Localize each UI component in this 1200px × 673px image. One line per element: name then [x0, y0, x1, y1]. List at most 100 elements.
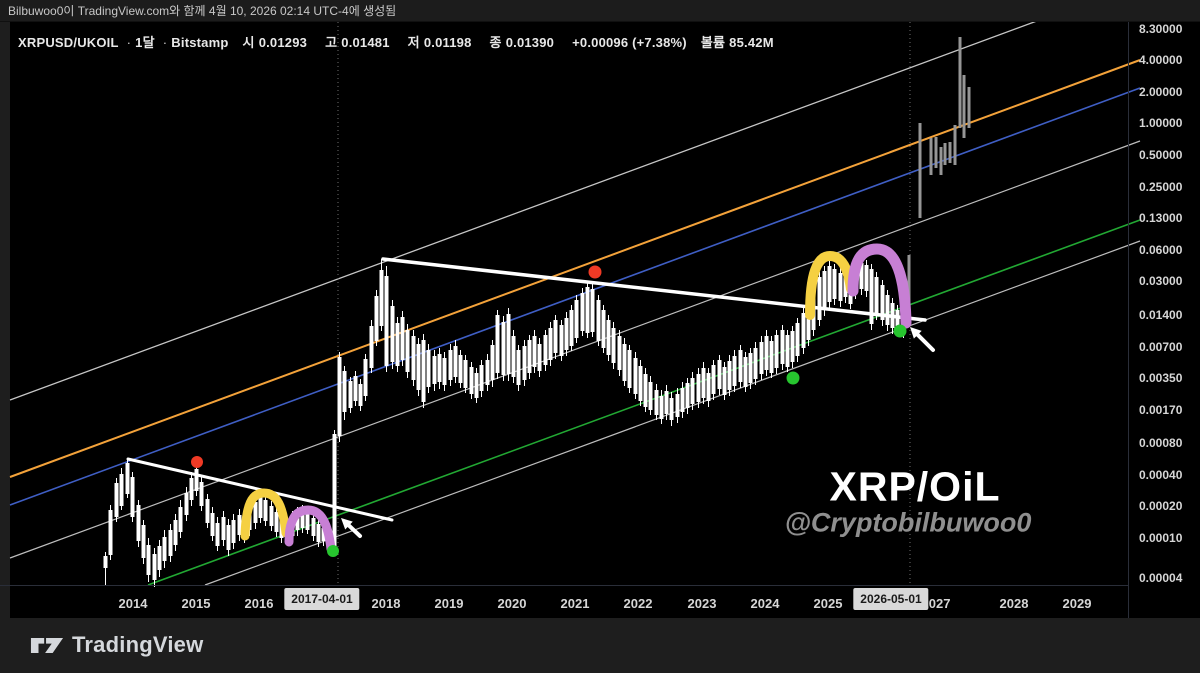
- candle-body: [801, 313, 806, 348]
- yellow-arch-2024[interactable]: [805, 250, 856, 320]
- candle-body: [146, 545, 151, 575]
- year-label-2021: 2021: [560, 596, 590, 611]
- candle-body: [130, 477, 135, 517]
- candle-body: [474, 373, 479, 398]
- candle-body: [764, 336, 769, 370]
- candle-body: [395, 323, 400, 366]
- candle-body: [157, 546, 162, 570]
- resistance-2018-2025[interactable]: [381, 257, 927, 322]
- year-label-2027: 2027: [921, 596, 951, 611]
- year-label-2023: 2023: [687, 596, 717, 611]
- candle-body: [479, 365, 484, 391]
- candle-body: [585, 287, 590, 333]
- candle-body: [152, 554, 157, 580]
- candle-body: [469, 367, 474, 394]
- candle-body: [390, 306, 395, 362]
- candle-body: [580, 293, 585, 331]
- candle-body: [817, 277, 822, 320]
- candle-body: [353, 376, 358, 401]
- candle-body: [295, 512, 300, 530]
- date-marker-2026-05-01: 2026-05-01: [853, 588, 929, 610]
- candle-body: [806, 300, 811, 340]
- candle-body: [790, 331, 795, 362]
- projected-bar: [934, 137, 938, 168]
- candle-body: [119, 474, 124, 506]
- channel-line-orange[interactable]: [9, 59, 1141, 478]
- exchange-label: Bitstamp: [171, 35, 229, 50]
- candle-body: [490, 345, 495, 380]
- candle-body: [727, 361, 732, 390]
- candle-body: [606, 320, 611, 355]
- time-axis[interactable]: 2014 2015 2016 2018 2019 2020 2021 2022 2023 2024…: [0, 22, 1200, 618]
- year-label-2022: 2022: [623, 596, 653, 611]
- candle-body: [311, 518, 316, 536]
- candle-body: [416, 344, 421, 390]
- candle-body: [701, 368, 706, 398]
- low-field: 저 0.01198: [407, 35, 472, 50]
- breakout-arrow-2026-head: [910, 327, 922, 339]
- price-chart-canvas[interactable]: [0, 22, 1200, 618]
- volume-field: 볼륨 85.42M: [700, 35, 774, 50]
- candle-body: [258, 497, 263, 518]
- candle-body: [601, 310, 606, 348]
- trendlines-layer: [126, 243, 935, 557]
- candle-body: [654, 390, 659, 415]
- candle-body: [569, 310, 574, 346]
- chart-region[interactable]: XRPUSD/UKOIL · 1달 · Bitstamp 시 0.01293 고 0.01481…: [0, 22, 1200, 618]
- candle-body: [501, 322, 506, 375]
- candle-body: [337, 357, 342, 436]
- candle-body: [537, 344, 542, 371]
- candle-body: [574, 300, 579, 338]
- interval-label[interactable]: 1달: [135, 35, 155, 50]
- channel-line-blue[interactable]: [9, 87, 1141, 506]
- candle-body: [374, 296, 379, 341]
- candle-body: [300, 510, 305, 528]
- red-dot-2015-top[interactable]: [191, 456, 203, 468]
- purple-arch-2025[interactable]: [847, 243, 912, 329]
- candle-body: [769, 341, 774, 373]
- year-label-2025: 2025: [813, 596, 843, 611]
- candle-body: [358, 384, 363, 406]
- tradingview-logo-icon[interactable]: [30, 634, 64, 657]
- green-dot-2024-low[interactable]: [786, 371, 800, 385]
- green-dot-2025-low[interactable]: [893, 324, 907, 338]
- candle-body: [215, 523, 220, 546]
- candle-body: [453, 346, 458, 377]
- tradingview-brand-text[interactable]: TradingView: [72, 632, 204, 657]
- yellow-arch-2016[interactable]: [240, 488, 291, 541]
- projected-bar: [918, 123, 922, 218]
- candle-body: [633, 358, 638, 394]
- candle-body: [379, 270, 384, 326]
- projected-bar: [962, 75, 966, 138]
- breakout-arrow-2026[interactable]: [915, 332, 935, 352]
- candle-body: [332, 434, 337, 547]
- green-dot-2017-low[interactable]: [327, 545, 339, 557]
- symbol-header[interactable]: XRPUSD/UKOIL · 1달 · Bitstamp 시 0.01293 고 0.01481…: [18, 32, 782, 51]
- candle-body: [648, 382, 653, 410]
- year-label-2014: 2014: [118, 596, 148, 611]
- watermark-title: XRP/OiL: [829, 463, 1001, 510]
- candle-body: [822, 271, 827, 310]
- candle-body: [506, 314, 511, 374]
- symbol-name[interactable]: XRPUSD/UKOIL: [18, 35, 119, 50]
- red-dot-2021-top[interactable]: [588, 265, 602, 279]
- candle-body: [274, 512, 279, 532]
- projected-bar: [929, 138, 933, 175]
- breakout-arrow-2017[interactable]: [346, 523, 362, 538]
- purple-arch-2017[interactable]: [284, 505, 336, 554]
- candle-body: [522, 346, 527, 380]
- candle-body: [458, 355, 463, 383]
- candle-body: [638, 366, 643, 401]
- projected-bar: [967, 87, 971, 128]
- candle-body: [706, 373, 711, 401]
- bottom-toolbar: TradingView: [0, 618, 1200, 673]
- channel-line-white-upper[interactable]: [9, 22, 1045, 401]
- candle-body: [617, 336, 622, 370]
- candle-body: [885, 295, 890, 325]
- candle-body: [369, 326, 374, 368]
- candle-body: [348, 381, 353, 408]
- candle-body: [485, 360, 490, 385]
- open-field: 시 0.01293: [242, 35, 308, 50]
- year-label-2020: 2020: [497, 596, 527, 611]
- left-gutter: [0, 22, 10, 618]
